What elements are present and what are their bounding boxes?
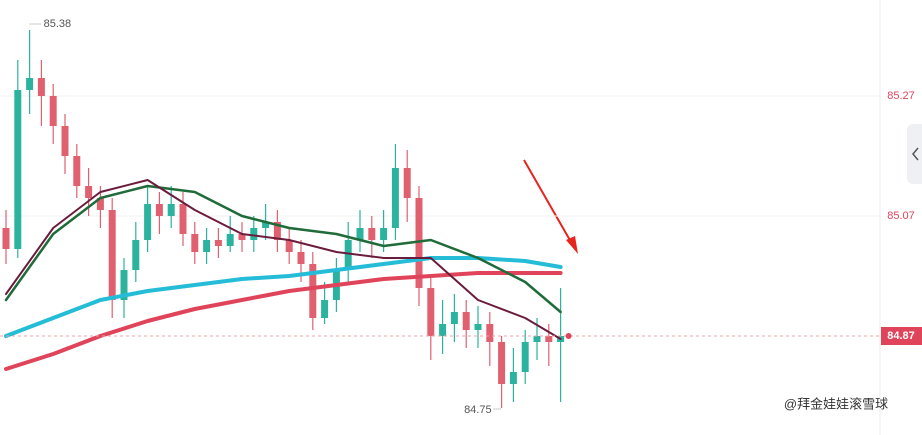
candle-body (545, 336, 553, 342)
candle-body (380, 228, 388, 240)
candle-body (403, 168, 411, 198)
candle-body (85, 186, 93, 198)
candle-body (132, 240, 140, 270)
candle-body (368, 228, 376, 240)
current-price-box (881, 327, 922, 345)
collapse-tab-bg[interactable] (907, 124, 922, 184)
candle-body (120, 270, 128, 300)
collapse-icon[interactable] (912, 147, 919, 161)
candle-body (96, 198, 104, 210)
arrow-head (566, 236, 578, 254)
candle-body (49, 96, 57, 126)
y-tick-label: 85.27 (887, 90, 915, 102)
candle-body (462, 312, 470, 330)
candle-body (533, 336, 541, 342)
candle-body (226, 234, 234, 246)
candle-body (108, 210, 116, 300)
candle-body (321, 300, 329, 318)
candle-body (262, 222, 270, 228)
candle-body (144, 204, 152, 240)
candle-body (415, 198, 423, 288)
candle-body (26, 78, 34, 90)
candle-body (2, 228, 10, 249)
moving-average (4, 184, 562, 314)
candle-body (167, 204, 175, 216)
candle-body (297, 252, 305, 264)
candle-body (391, 168, 399, 228)
arrow-shaft (523, 159, 572, 243)
moving-average (4, 271, 563, 371)
candle-body (238, 234, 246, 240)
y-tick-label: 85.07 (887, 210, 915, 222)
candle-body (61, 126, 69, 156)
candle-body (203, 240, 211, 252)
candle-body (509, 372, 517, 384)
current-price-dot (565, 333, 572, 339)
candle-body (427, 288, 435, 336)
candle-body (498, 342, 506, 384)
candle-body (250, 228, 258, 240)
candle-body (450, 312, 458, 324)
high-label: 85.38 (44, 18, 72, 30)
low-label: 84.75 (464, 404, 492, 416)
collapse-tab[interactable] (907, 124, 922, 184)
candle-body (344, 240, 352, 270)
moving-average (5, 179, 562, 340)
candle-body (179, 204, 187, 234)
candle-body (356, 228, 364, 240)
candle-body (486, 324, 494, 342)
candle-body (214, 240, 222, 246)
candle-body (521, 342, 529, 372)
candle-body (191, 234, 199, 252)
candle-body (285, 240, 293, 252)
candle-body (439, 324, 447, 336)
current-price-label: 84.87 (887, 330, 915, 342)
candle-body (474, 324, 482, 330)
candle-body (37, 78, 45, 96)
candle-body (155, 204, 163, 216)
candle-body (273, 222, 281, 240)
candle-body (73, 156, 81, 186)
candle-body (14, 90, 22, 249)
watermark: @拜金娃娃滚雪球 (784, 396, 888, 411)
arrow (523, 159, 578, 254)
candle-body (309, 264, 317, 318)
